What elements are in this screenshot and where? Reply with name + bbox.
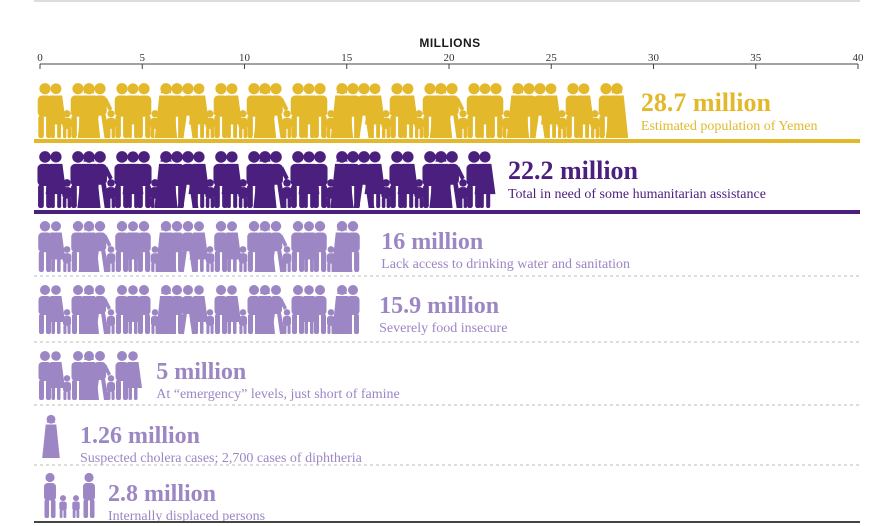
pictogram-bar (38, 285, 360, 334)
description-label: Internally displaced persons (108, 509, 265, 524)
pictogram-bar (38, 351, 142, 400)
chart-row: 15.9 million Severely food insecure (34, 285, 860, 343)
description-label: Severely food insecure (379, 321, 507, 336)
pictogram-bar (44, 472, 95, 518)
chart-row: 1.26 million Suspected cholera cases; 2,7… (34, 414, 860, 466)
description-label: Suspected cholera cases; 2,700 cases of … (80, 451, 363, 466)
x-tick-label: 0 (37, 52, 43, 64)
value-label: 22.2 million (508, 156, 639, 185)
x-tick-label: 20 (444, 52, 456, 64)
x-tick-label: 25 (546, 52, 558, 64)
description-label: Lack access to drinking water and sanita… (381, 257, 630, 272)
description-label: Estimated population of Yemen (641, 119, 818, 134)
chart-row: 5 million At “emergency” levels, just sho… (34, 351, 860, 406)
axis-title: MILLIONS (419, 36, 480, 50)
pictogram-bar (42, 414, 60, 458)
chart-row: 22.2 million Total in need of some humani… (34, 151, 860, 214)
value-label: 5 million (156, 359, 246, 385)
pictogram-bar (38, 221, 360, 272)
chart-row: 28.7 million Estimated population of Yeme… (34, 83, 860, 143)
chart-rows: 28.7 million Estimated population of Yeme… (34, 83, 860, 524)
chart-row: 2.8 million Internally displaced persons (34, 472, 860, 524)
x-tick-label: 30 (648, 52, 660, 64)
x-tick-label: 35 (750, 52, 762, 64)
description-label: Total in need of some humanitarian assis… (508, 187, 766, 202)
x-tick-label: 15 (341, 52, 353, 64)
value-label: 16 million (381, 229, 483, 255)
x-axis: 0 5 10 15 20 25 30 35 40 (37, 52, 864, 69)
description-label: At “emergency” levels, just short of fam… (156, 387, 400, 402)
value-label: 28.7 million (641, 88, 772, 117)
pictogram-bar (37, 83, 629, 138)
value-label: 1.26 million (80, 423, 200, 449)
x-tick-label: 40 (853, 52, 865, 64)
chart-row: 16 million Lack access to drinking water … (34, 221, 860, 277)
x-tick-label: 5 (140, 52, 146, 64)
x-tick-label: 10 (239, 52, 251, 64)
pictogram-bar (37, 151, 496, 208)
value-label: 2.8 million (108, 481, 216, 507)
value-label: 15.9 million (379, 293, 499, 319)
